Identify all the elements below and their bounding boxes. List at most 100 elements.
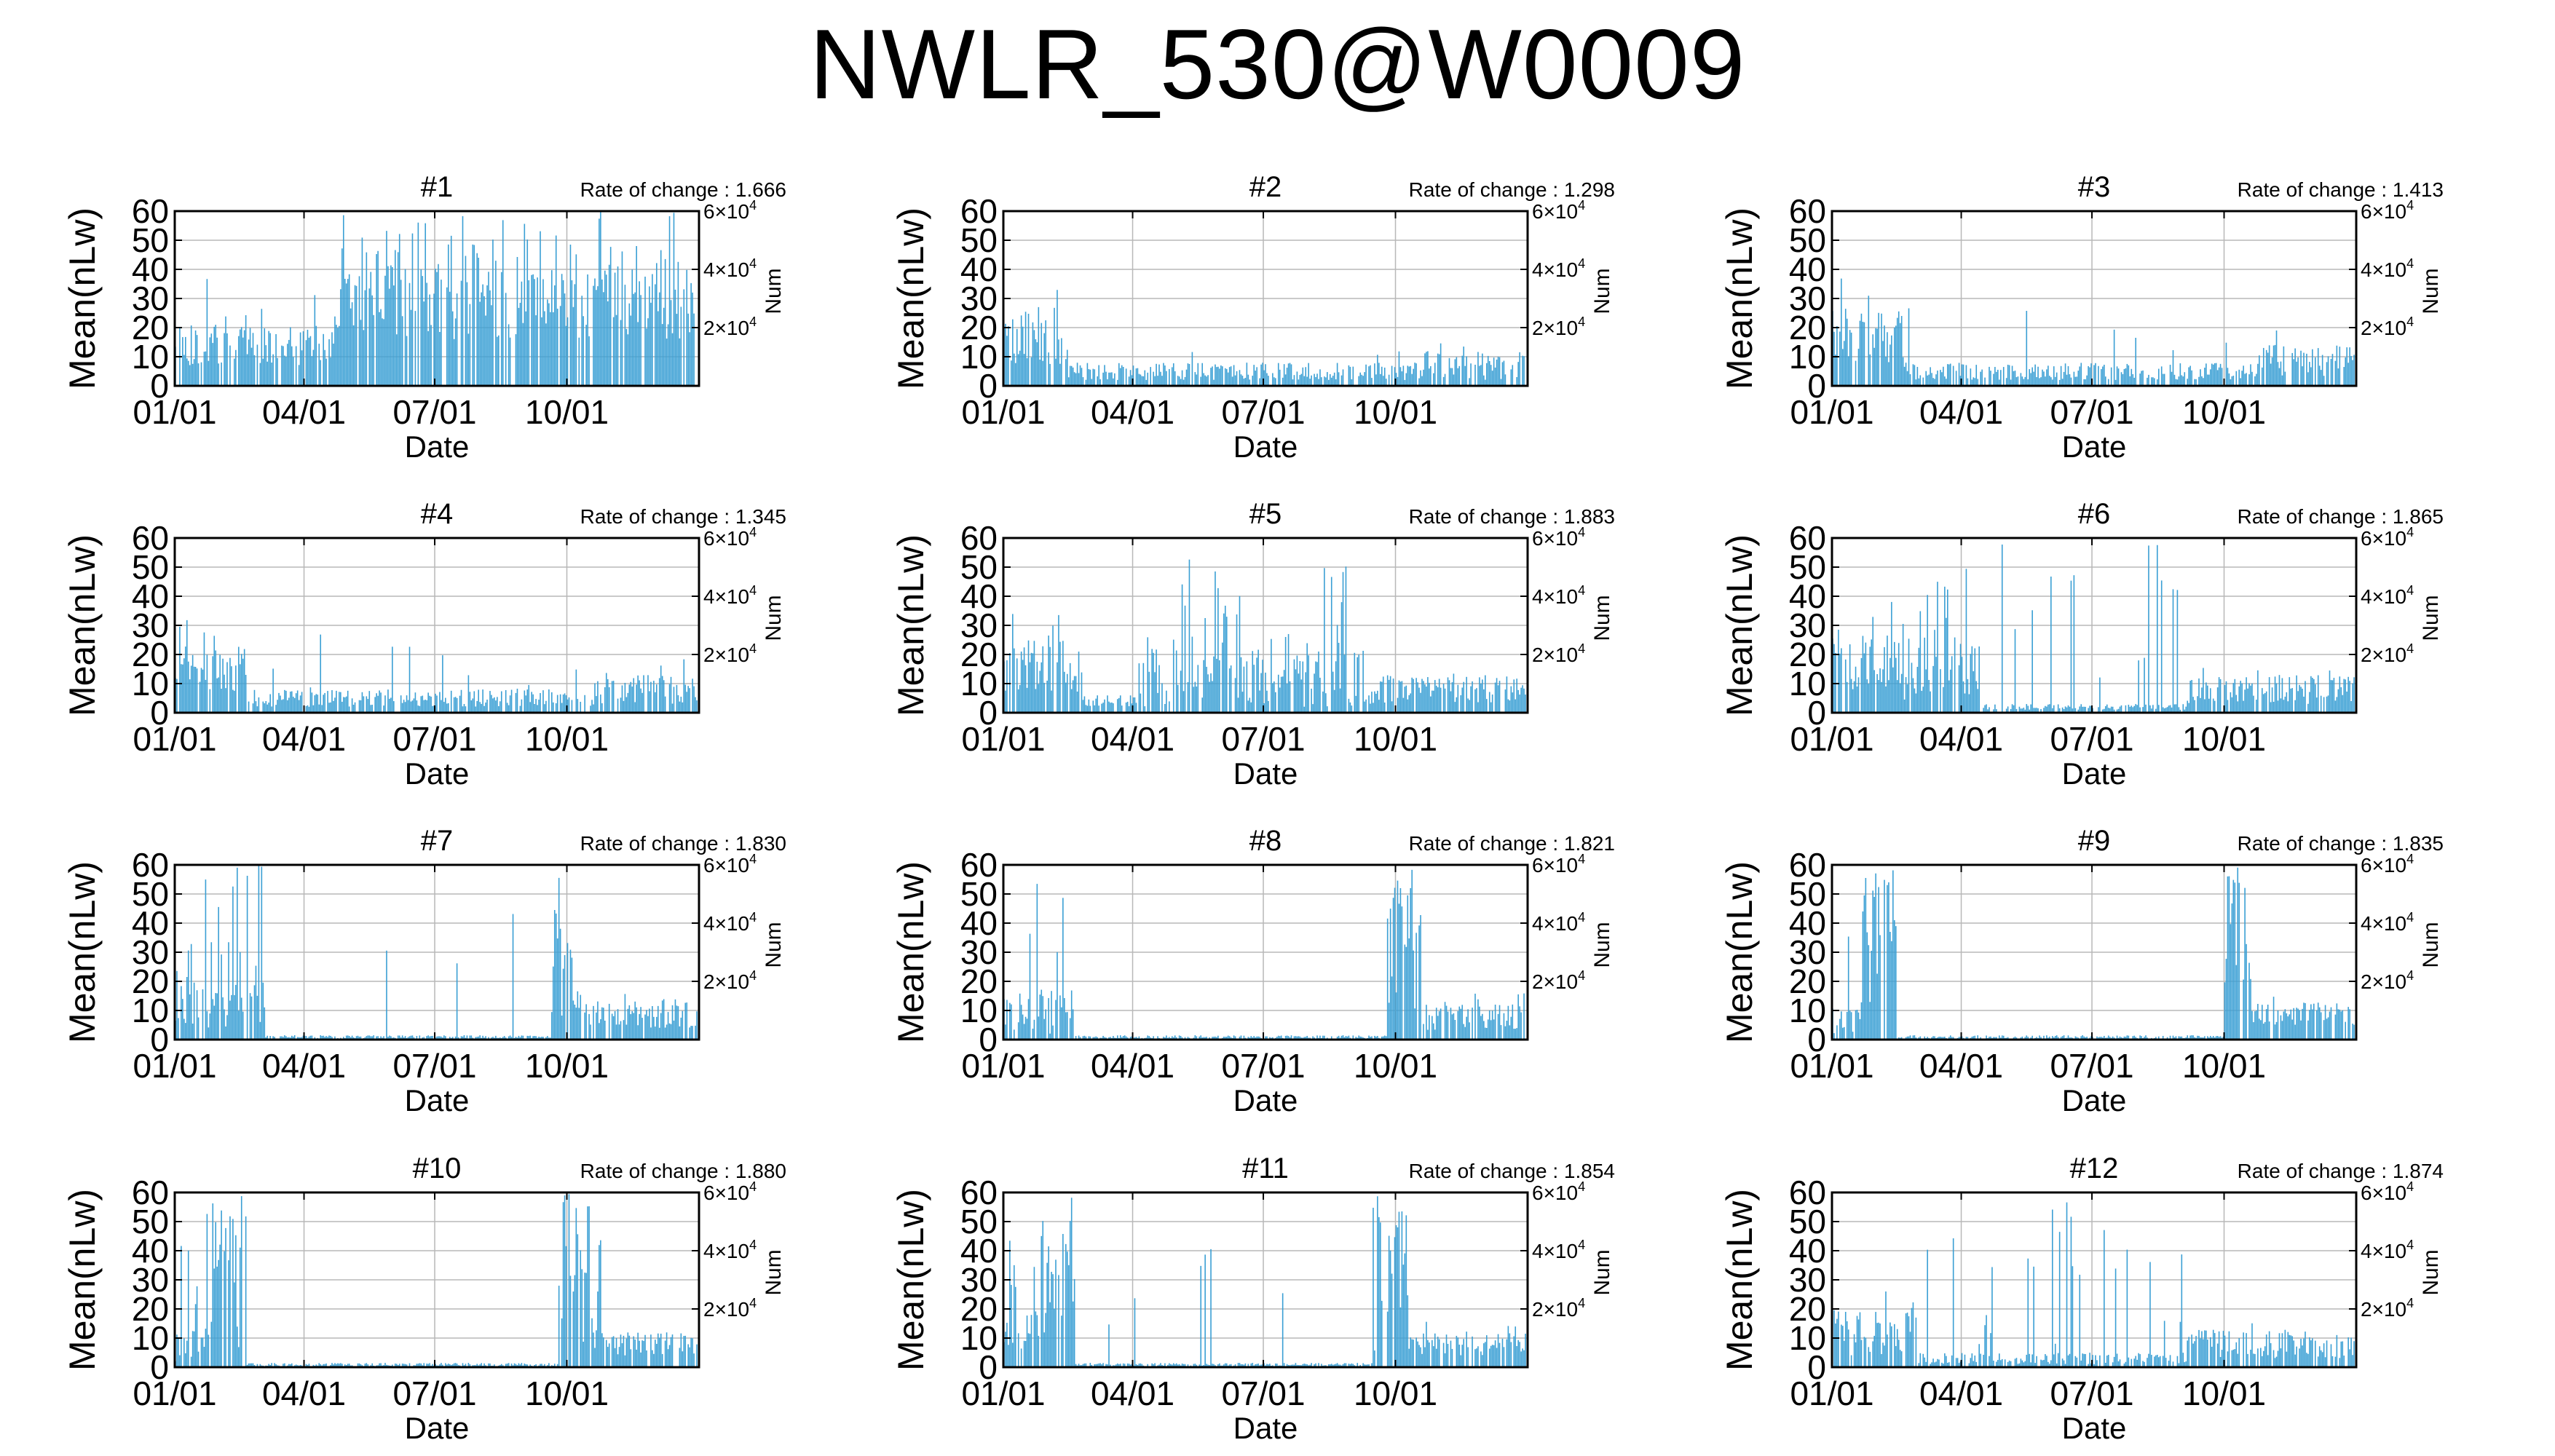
y-tick-label: 50 [1789, 1203, 1826, 1241]
chart-title: #11 [1242, 1152, 1289, 1184]
y-tick-label: 0 [150, 1021, 169, 1059]
y2-tick-label: 4×104 [1532, 583, 1585, 608]
y2-tick-label: 6×104 [2361, 525, 2414, 550]
x-tick-label: 07/01 [1221, 393, 1305, 431]
y2-tick-label: 4×104 [2361, 256, 2414, 281]
y-tick-label: 60 [1789, 1174, 1826, 1211]
chart-title: #6 [2078, 498, 2111, 530]
y-tick-label: 30 [132, 933, 169, 971]
y-tick-label: 10 [132, 992, 169, 1029]
chart-title: #9 [2078, 825, 2111, 857]
x-tick-label: 07/01 [1221, 1047, 1305, 1085]
x-tick-label: 01/01 [133, 720, 216, 758]
y-tick-label: 60 [960, 1174, 998, 1211]
y-axis-label: Mean(nLw) [62, 534, 103, 716]
rate-of-change-label: Rate of change : 1.865 [2238, 505, 2444, 528]
y-tick-label: 50 [132, 548, 169, 586]
x-tick-label: 01/01 [961, 720, 1045, 758]
x-axis-label: Date [1233, 1411, 1298, 1445]
y2-tick-label: 2×104 [2361, 314, 2414, 339]
y-tick-label: 20 [960, 962, 998, 1000]
x-tick-label: 01/01 [961, 1374, 1045, 1412]
chart-title: #5 [1249, 498, 1282, 530]
y-tick-label: 0 [150, 694, 169, 732]
y-tick-label: 20 [1789, 962, 1826, 1000]
x-tick-label: 10/01 [1354, 393, 1437, 431]
x-tick-label: 10/01 [525, 393, 609, 431]
chart-title: #8 [1249, 825, 1282, 857]
x-tick-label: 10/01 [2182, 720, 2266, 758]
x-tick-label: 07/01 [392, 393, 476, 431]
y-tick-label: 40 [960, 577, 998, 615]
y-tick-label: 40 [960, 1232, 998, 1270]
y-tick-label: 20 [960, 636, 998, 673]
bar-series [1003, 290, 1525, 386]
chart-title: #12 [2070, 1152, 2119, 1184]
y-tick-label: 30 [1789, 280, 1826, 317]
x-tick-label: 10/01 [525, 1374, 609, 1412]
y2-tick-label: 6×104 [1532, 1179, 1585, 1204]
y2-tick-label: 2×104 [1532, 968, 1585, 993]
y2-axis-label: Num [1590, 268, 1614, 314]
y2-tick-label: 6×104 [1532, 525, 1585, 550]
x-tick-label: 10/01 [1354, 1374, 1437, 1412]
rate-of-change-label: Rate of change : 1.666 [580, 178, 786, 201]
y-tick-label: 60 [960, 192, 998, 230]
y2-axis-label: Num [2419, 1249, 2443, 1295]
y-tick-label: 30 [960, 606, 998, 644]
y2-axis-label: Num [762, 595, 786, 641]
y-axis-label: Mean(nLw) [1719, 1189, 1760, 1371]
y2-axis-label: Num [762, 922, 786, 968]
y2-tick-label: 6×104 [2361, 198, 2414, 223]
y2-tick-label: 2×104 [703, 314, 757, 339]
y2-tick-label: 6×104 [703, 1179, 757, 1204]
x-tick-label: 04/01 [262, 393, 346, 431]
y-tick-label: 10 [960, 338, 998, 376]
bar-series [1003, 559, 1526, 713]
y2-tick-label: 6×104 [703, 525, 757, 550]
x-tick-label: 07/01 [2050, 1047, 2133, 1085]
x-tick-label: 07/01 [2050, 393, 2133, 431]
y-tick-label: 50 [960, 875, 998, 913]
rate-of-change-label: Rate of change : 1.880 [580, 1160, 786, 1182]
y-tick-label: 30 [960, 933, 998, 971]
x-axis-label: Date [1233, 430, 1298, 464]
y2-tick-label: 4×104 [703, 256, 757, 281]
page-title: NWLR_530@W0009 [809, 9, 1746, 119]
x-tick-label: 01/01 [1790, 393, 1873, 431]
x-tick-label: 01/01 [133, 1374, 216, 1412]
x-axis-label: Date [2062, 430, 2127, 464]
x-tick-label: 07/01 [392, 1374, 476, 1412]
y-tick-label: 60 [132, 846, 169, 884]
x-tick-label: 10/01 [2182, 1374, 2266, 1412]
chart-title: #3 [2078, 171, 2111, 203]
y-tick-label: 10 [1789, 1319, 1826, 1357]
y2-tick-label: 2×104 [703, 1296, 757, 1321]
x-tick-label: 10/01 [525, 1047, 609, 1085]
bar-series [1832, 544, 2355, 713]
chart-title: #10 [413, 1152, 462, 1184]
y-axis-label: Mean(nLw) [62, 1189, 103, 1371]
rate-of-change-label: Rate of change : 1.854 [1409, 1160, 1615, 1182]
y2-tick-label: 4×104 [1532, 256, 1585, 281]
y2-tick-label: 2×104 [703, 641, 757, 666]
y2-tick-label: 2×104 [703, 968, 757, 993]
y-tick-label: 10 [1789, 338, 1826, 376]
x-axis-label: Date [1233, 756, 1298, 791]
y-tick-label: 40 [132, 577, 169, 615]
y-tick-label: 20 [132, 309, 169, 347]
y-tick-label: 40 [132, 1232, 169, 1270]
y-tick-label: 40 [1789, 904, 1826, 942]
y-tick-label: 40 [132, 250, 169, 288]
y-tick-label: 0 [979, 1021, 998, 1059]
y2-axis-label: Num [1590, 595, 1614, 641]
y-tick-label: 10 [132, 665, 169, 703]
y2-tick-label: 2×104 [2361, 641, 2414, 666]
x-tick-label: 07/01 [1221, 1374, 1305, 1412]
bar-series [1003, 1196, 1526, 1367]
x-tick-label: 01/01 [133, 1047, 216, 1085]
